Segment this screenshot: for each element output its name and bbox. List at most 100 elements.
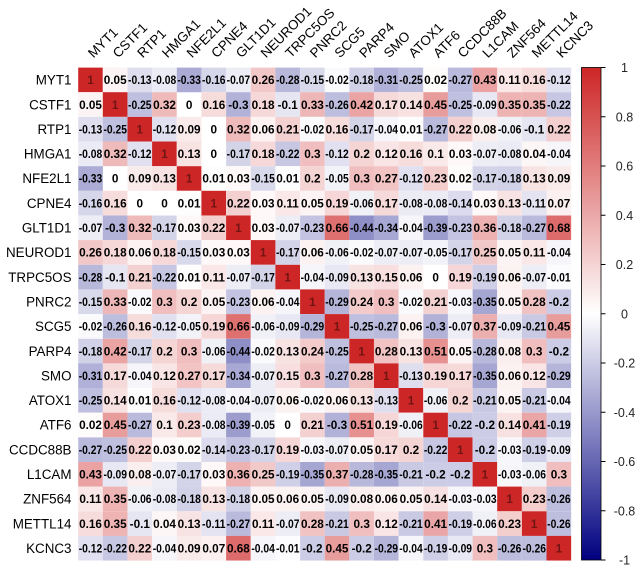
svg-text:-0.07: -0.07 <box>473 148 497 161</box>
svg-text:0.35: 0.35 <box>498 99 521 112</box>
svg-text:-0.05: -0.05 <box>325 173 349 186</box>
svg-text:0.25: 0.25 <box>252 469 275 482</box>
svg-text:0.17: 0.17 <box>375 444 398 457</box>
svg-text:-0.09: -0.09 <box>325 271 349 284</box>
svg-text:0.23: 0.23 <box>424 173 447 186</box>
svg-text:0.11: 0.11 <box>523 247 546 260</box>
svg-text:-0.06: -0.06 <box>424 395 448 408</box>
svg-text:0.11: 0.11 <box>498 74 521 87</box>
svg-text:-0.15: -0.15 <box>79 296 103 309</box>
svg-text:-0.35: -0.35 <box>375 469 399 482</box>
svg-text:0.42: 0.42 <box>104 345 127 358</box>
svg-text:-0.15: -0.15 <box>301 74 325 87</box>
svg-text:0.16: 0.16 <box>128 321 151 334</box>
svg-text:-0.06: -0.06 <box>128 493 152 506</box>
svg-text:CSTF1: CSTF1 <box>29 97 71 112</box>
svg-text:-0.21: -0.21 <box>522 321 546 334</box>
svg-text:0.19: 0.19 <box>449 271 472 284</box>
svg-text:0.13: 0.13 <box>276 345 299 358</box>
svg-text:-0.1: -0.1 <box>130 518 151 531</box>
svg-text:PARP4: PARP4 <box>29 344 72 359</box>
svg-text:-0.44: -0.44 <box>227 345 251 358</box>
svg-text:-0.06: -0.06 <box>522 469 546 482</box>
svg-text:KCNC3: KCNC3 <box>26 541 71 556</box>
svg-text:-0.04: -0.04 <box>251 543 275 556</box>
svg-text:0.13: 0.13 <box>153 173 176 186</box>
svg-text:0.28: 0.28 <box>350 370 373 383</box>
svg-text:-0.07: -0.07 <box>399 247 423 260</box>
svg-text:0.16: 0.16 <box>400 148 423 161</box>
svg-text:-0.2: -0.2 <box>352 543 373 556</box>
svg-text:-0.25: -0.25 <box>399 74 423 87</box>
svg-text:-0.19: -0.19 <box>424 543 448 556</box>
svg-text:-0.34: -0.34 <box>375 222 399 235</box>
svg-text:-0.27: -0.27 <box>375 321 399 334</box>
svg-text:-0.39: -0.39 <box>227 419 251 432</box>
svg-text:0.05: 0.05 <box>252 493 275 506</box>
svg-text:-0.23: -0.23 <box>449 222 473 235</box>
svg-text:-0.04: -0.04 <box>276 296 300 309</box>
svg-text:-0.18: -0.18 <box>498 173 522 186</box>
svg-text:0.32: 0.32 <box>153 99 176 112</box>
svg-text:-0.04: -0.04 <box>153 543 177 556</box>
svg-text:GLT1D1: GLT1D1 <box>22 221 72 236</box>
svg-text:0.2: 0.2 <box>181 296 198 309</box>
svg-text:-0.2: -0.2 <box>302 543 323 556</box>
svg-text:-0.02: -0.02 <box>301 123 325 136</box>
svg-text:0.14: 0.14 <box>104 395 127 408</box>
svg-text:-0.25: -0.25 <box>325 345 349 358</box>
svg-text:-0.22: -0.22 <box>424 444 448 457</box>
svg-text:0.26: 0.26 <box>252 74 275 87</box>
svg-text:-0.07: -0.07 <box>325 444 349 457</box>
svg-text:-0.01: -0.01 <box>276 543 300 556</box>
svg-text:-0.09: -0.09 <box>103 469 127 482</box>
svg-text:-0.34: -0.34 <box>227 370 251 383</box>
svg-text:-0.25: -0.25 <box>128 99 152 112</box>
svg-text:SMO: SMO <box>41 368 72 383</box>
svg-text:0.14: 0.14 <box>498 419 521 432</box>
svg-text:0.3: 0.3 <box>304 370 321 383</box>
svg-text:0.13: 0.13 <box>400 345 423 358</box>
svg-text:-0.07: -0.07 <box>375 247 399 260</box>
svg-text:0.03: 0.03 <box>227 247 250 260</box>
svg-text:-0.19: -0.19 <box>276 469 300 482</box>
svg-text:METTL14: METTL14 <box>13 516 72 531</box>
svg-text:0: 0 <box>211 123 218 136</box>
svg-text:0.2: 0.2 <box>616 258 633 272</box>
svg-text:-0.3: -0.3 <box>228 99 249 112</box>
svg-text:0: 0 <box>211 148 218 161</box>
svg-text:-0.17: -0.17 <box>473 173 497 186</box>
svg-text:-0.33: -0.33 <box>79 173 103 186</box>
svg-text:1: 1 <box>457 444 464 457</box>
svg-text:-0.17: -0.17 <box>276 247 300 260</box>
svg-text:0.19: 0.19 <box>375 419 398 432</box>
svg-text:HMGA1: HMGA1 <box>24 147 72 162</box>
svg-text:-0.26: -0.26 <box>103 321 127 334</box>
svg-text:-0.4: -0.4 <box>614 406 636 420</box>
svg-text:-0.07: -0.07 <box>227 74 251 87</box>
svg-text:-0.17: -0.17 <box>449 247 473 260</box>
svg-text:-0.06: -0.06 <box>251 321 275 334</box>
svg-text:1: 1 <box>235 222 242 235</box>
svg-text:-0.2: -0.2 <box>549 296 570 309</box>
svg-text:-0.13: -0.13 <box>399 370 423 383</box>
svg-text:0.45: 0.45 <box>424 99 447 112</box>
svg-text:-0.39: -0.39 <box>424 222 448 235</box>
svg-text:-0.27: -0.27 <box>128 419 152 432</box>
svg-text:0.05: 0.05 <box>449 345 472 358</box>
svg-text:0.16: 0.16 <box>523 74 546 87</box>
svg-text:0.1: 0.1 <box>427 148 444 161</box>
svg-text:0.3: 0.3 <box>526 345 543 358</box>
svg-text:1: 1 <box>383 370 390 383</box>
svg-text:-0.08: -0.08 <box>202 419 226 432</box>
svg-text:0.06: 0.06 <box>252 123 275 136</box>
svg-text:1: 1 <box>112 99 119 112</box>
svg-text:0.32: 0.32 <box>128 222 151 235</box>
svg-text:0.02: 0.02 <box>79 419 102 432</box>
svg-text:RTP1: RTP1 <box>38 122 72 137</box>
svg-text:-0.07: -0.07 <box>251 395 275 408</box>
svg-text:1: 1 <box>432 419 439 432</box>
svg-text:0.12: 0.12 <box>375 518 398 531</box>
svg-text:-0.27: -0.27 <box>449 74 473 87</box>
svg-text:0.02: 0.02 <box>449 173 472 186</box>
